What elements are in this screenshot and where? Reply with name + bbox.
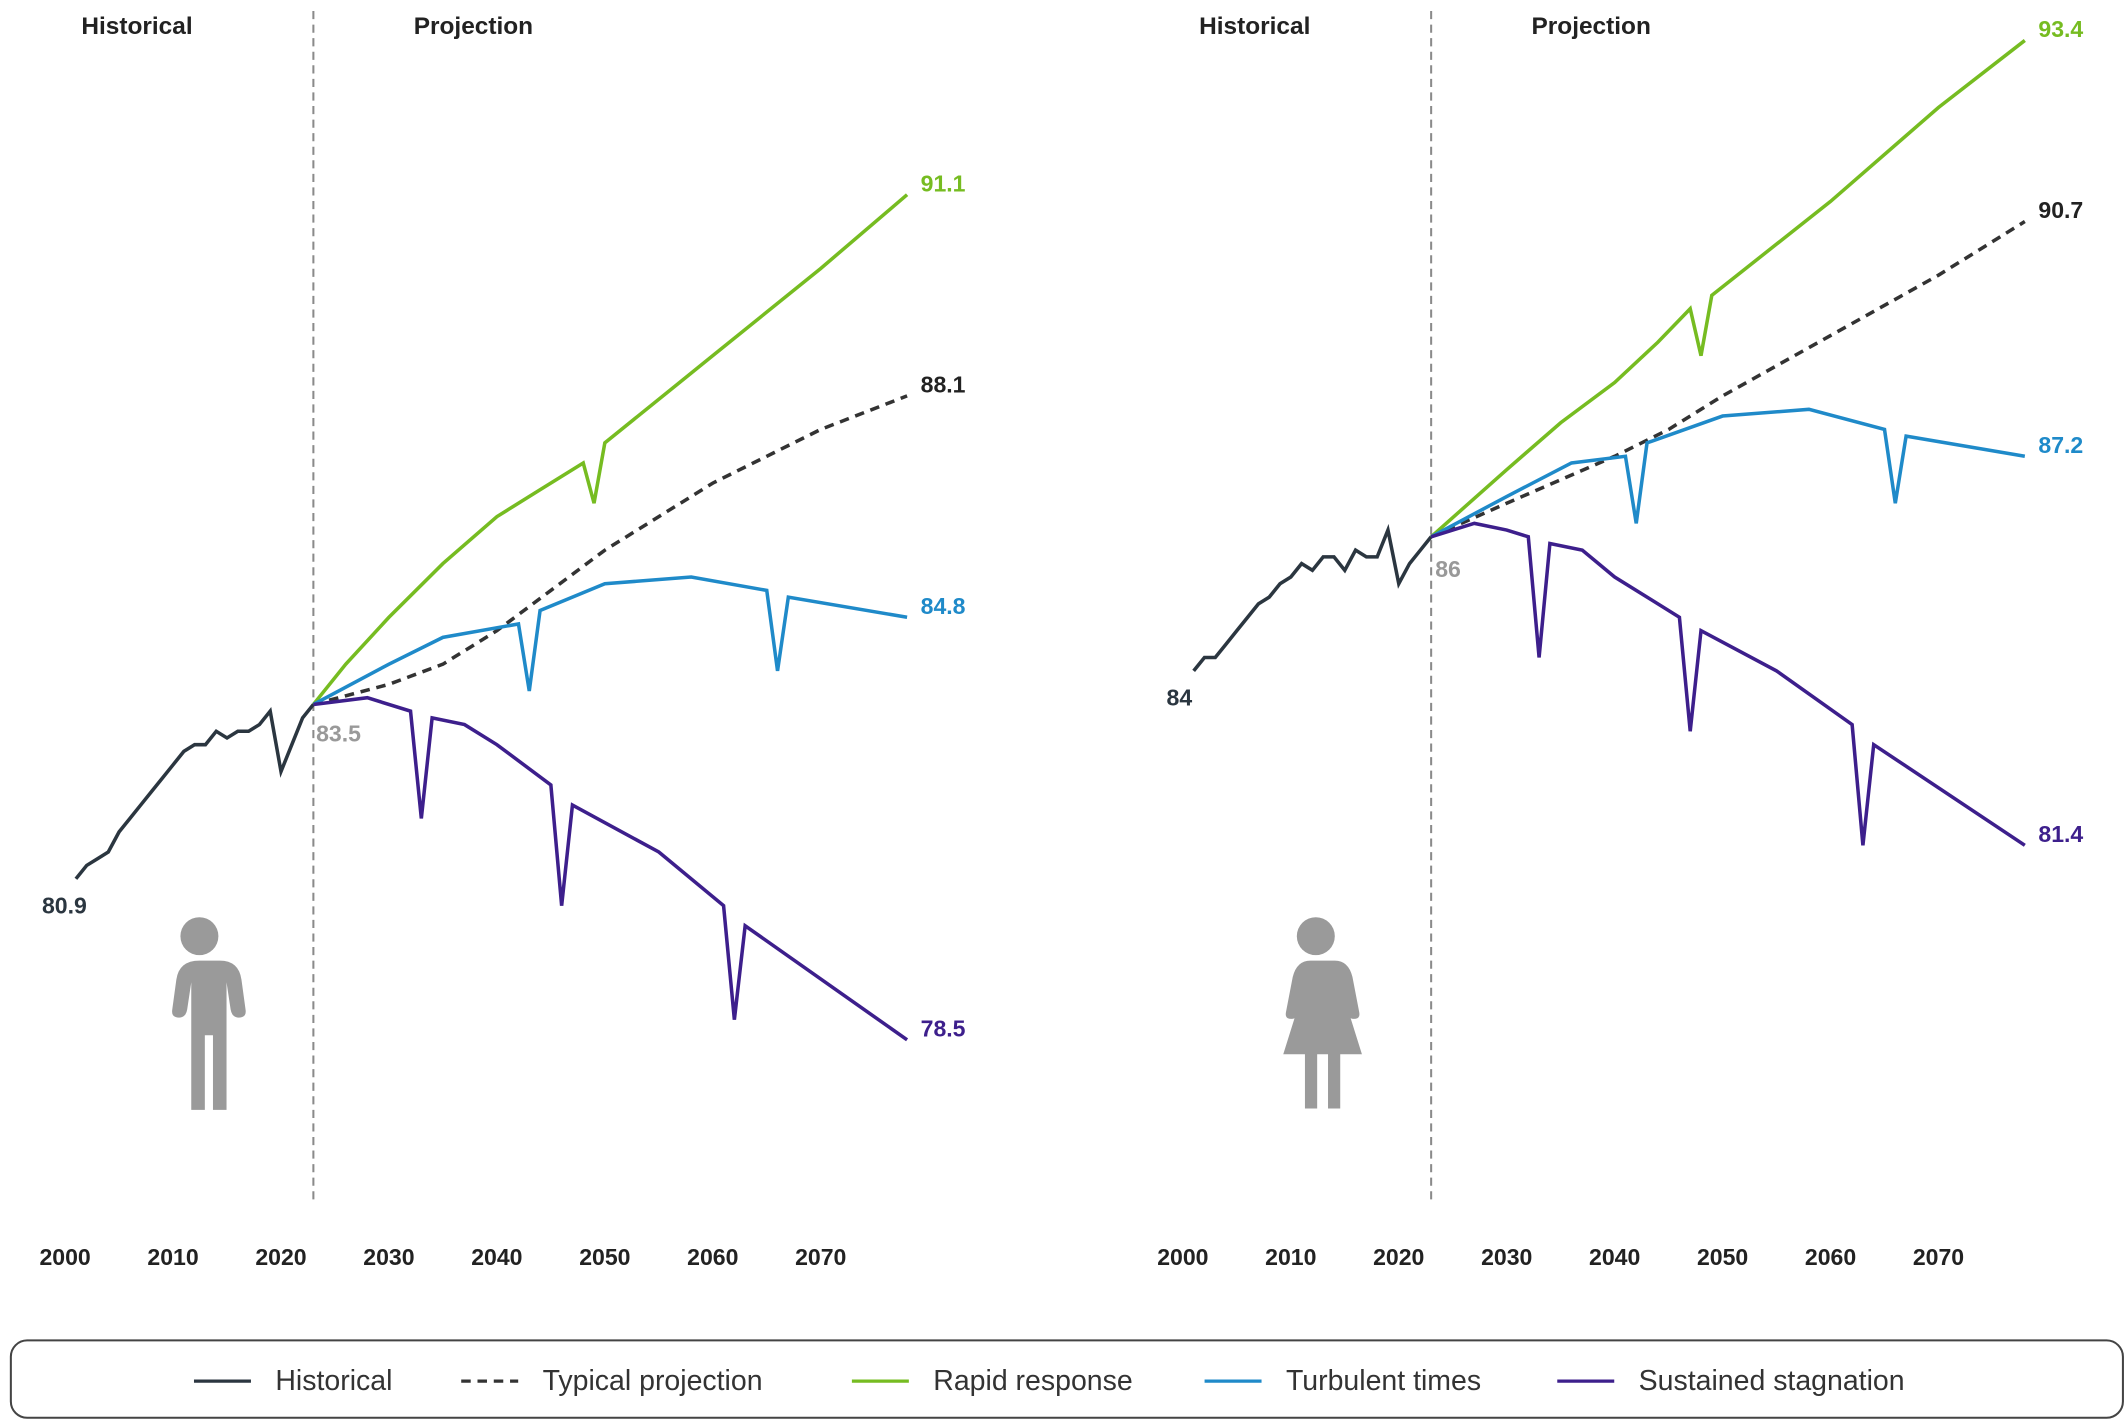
x-tick-label: 2030 — [363, 1244, 414, 1270]
projection-start-label: 83.5 — [316, 721, 361, 747]
series-line — [1430, 407, 2026, 539]
end-label: 93.4 — [2038, 16, 2083, 42]
series-line — [312, 575, 908, 707]
end-label: 87.2 — [2038, 432, 2083, 458]
legend-box — [9, 1339, 2124, 1419]
x-tick-label: 2000 — [39, 1244, 90, 1270]
series-line — [1192, 523, 1433, 673]
series-line — [312, 394, 908, 707]
end-label: 78.5 — [921, 1015, 966, 1041]
x-tick-label: 2020 — [1373, 1244, 1424, 1270]
legend-label: Sustained stagnation — [1639, 1365, 1905, 1397]
x-tick-label: 2010 — [147, 1244, 198, 1270]
series-line — [312, 193, 909, 706]
x-tick-label: 2040 — [1589, 1244, 1640, 1270]
x-tick-label: 2060 — [687, 1244, 738, 1270]
legend-label: Typical projection — [543, 1365, 763, 1397]
x-tick-label: 2070 — [1913, 1244, 1964, 1270]
x-tick-label: 2050 — [579, 1244, 630, 1270]
male-icon — [172, 917, 246, 1110]
end-label: 90.7 — [2038, 197, 2083, 223]
legend-label: Turbulent times — [1286, 1365, 1481, 1397]
end-label: 88.1 — [921, 372, 966, 398]
legend-label: Historical — [275, 1365, 392, 1397]
series-line — [1430, 220, 2026, 539]
series-line — [74, 703, 315, 880]
start-label: 80.9 — [42, 892, 87, 918]
x-tick-label: 2010 — [1265, 1244, 1316, 1270]
series-line — [313, 695, 909, 1042]
x-tick-label: 2030 — [1481, 1244, 1532, 1270]
x-tick-label: 2070 — [795, 1244, 846, 1270]
x-tick-label: 2050 — [1697, 1244, 1748, 1270]
end-label: 81.4 — [2038, 821, 2083, 847]
series-line — [1430, 521, 2026, 847]
legend-label: Rapid response — [933, 1365, 1132, 1397]
series-line — [1429, 39, 2026, 539]
region-label: Projection — [1532, 13, 1651, 40]
x-tick-label: 2060 — [1805, 1244, 1856, 1270]
region-label: Historical — [1199, 13, 1310, 40]
end-label: 91.1 — [921, 170, 966, 196]
x-tick-label: 2000 — [1157, 1244, 1208, 1270]
region-label: Historical — [81, 13, 192, 40]
region-label: Projection — [414, 13, 533, 40]
start-label: 84 — [1167, 684, 1193, 710]
x-tick-label: 2040 — [471, 1244, 522, 1270]
female-icon — [1283, 917, 1362, 1109]
end-label: 84.8 — [921, 593, 966, 619]
x-tick-label: 2020 — [255, 1244, 306, 1270]
projection-start-label: 86 — [1435, 556, 1461, 582]
